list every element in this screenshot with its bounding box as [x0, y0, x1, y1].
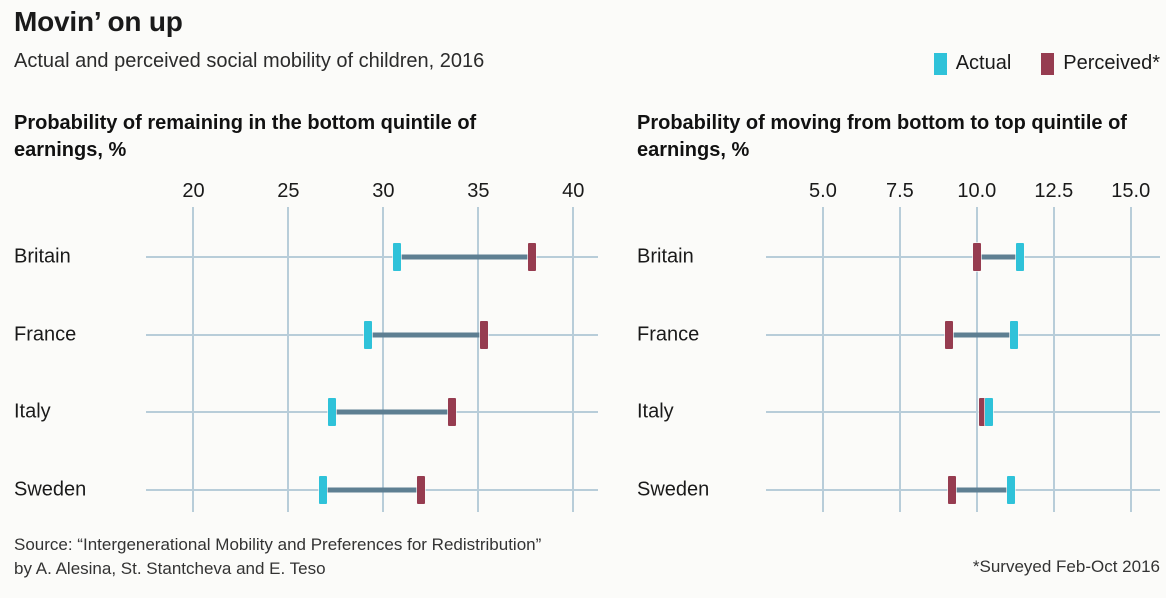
axis-tick-label: 20 — [182, 180, 205, 202]
dumbbell-chart-right: Britain France Italy Sweden 5.0 7.5 10.0 12.5 1… — [637, 180, 1160, 512]
gridline-vertical — [192, 222, 195, 512]
source-note: Source: “Intergenerational Mobility and … — [14, 533, 541, 581]
legend-item-perceived: Perceived* — [1041, 52, 1160, 75]
perceived-marker-sweden — [948, 475, 957, 504]
connector-line — [368, 332, 485, 337]
gridline-vertical — [287, 222, 290, 512]
row-label-france: France — [14, 323, 77, 345]
perceived-marker-italy — [979, 398, 987, 426]
survey-footnote: *Surveyed Feb-Oct 2016 — [972, 557, 1160, 576]
gridline-vertical — [821, 222, 824, 512]
source-line-1: Source: “Intergenerational Mobility and … — [14, 535, 542, 554]
axis-tick-label: 12.5 — [1034, 180, 1074, 202]
plot-area: 5.0 7.5 10.0 12.5 15.0 — [766, 180, 1160, 512]
dumbbell-chart-left: Britain France Italy Sweden 20 25 30 35 40 — [14, 180, 598, 512]
legend-label: Perceived* — [1063, 52, 1160, 74]
gridline-vertical — [1052, 222, 1055, 512]
perceived-marker-italy — [447, 398, 456, 426]
axis-tick-mark — [1052, 207, 1055, 222]
gridline-row — [766, 411, 1160, 413]
axis-tick-mark — [382, 207, 385, 222]
axis-tick-mark — [1129, 207, 1132, 222]
axis-tick-mark — [898, 207, 901, 222]
axis-tick-label: 7.5 — [885, 180, 914, 202]
row-label-france: France — [637, 323, 700, 345]
actual-marker-italy — [985, 398, 994, 426]
actual-marker-france — [1009, 320, 1018, 349]
row-label-italy: Italy — [14, 400, 51, 423]
gridline-vertical — [1129, 222, 1132, 512]
connector-line — [322, 487, 422, 492]
axis-tick-label: 10.0 — [957, 180, 997, 202]
actual-marker-france — [364, 320, 373, 349]
axis-tick-label: 30 — [372, 180, 395, 202]
axis-tick-mark — [572, 207, 575, 222]
gridline-vertical — [572, 222, 575, 512]
perceived-marker-france — [945, 320, 954, 349]
axis-tick-mark — [287, 207, 290, 222]
axis-tick-label: 15.0 — [1111, 180, 1151, 202]
actual-swatch-icon — [933, 52, 947, 75]
connector-line — [976, 254, 1020, 260]
perceived-marker-france — [480, 320, 489, 349]
connector-line — [396, 254, 532, 260]
axis-tick-label: 40 — [562, 180, 585, 202]
actual-marker-sweden — [1006, 475, 1015, 504]
perceived-marker-britain — [527, 243, 536, 271]
legend: Actual Perceived* — [933, 52, 1160, 75]
gridline-vertical — [975, 222, 978, 512]
gridline-vertical — [382, 222, 385, 512]
panel-title-left: Probability of remaining in the bottom q… — [14, 112, 477, 161]
axis-tick-label: 35 — [467, 180, 490, 202]
axis-tick-mark — [192, 207, 195, 222]
gridline-vertical — [477, 222, 480, 512]
axis-tick-mark — [477, 207, 480, 222]
actual-marker-britain — [392, 243, 401, 271]
row-label-italy: Italy — [637, 400, 674, 423]
gridline-vertical — [898, 222, 901, 512]
legend-item-actual: Actual — [933, 52, 1012, 75]
gridline-row — [766, 256, 1160, 258]
actual-marker-italy — [328, 398, 337, 426]
source-line-2: by A. Alesina, St. Stantcheva and E. Tes… — [14, 559, 326, 578]
legend-label: Actual — [955, 52, 1012, 74]
axis-tick-label: 25 — [277, 180, 300, 202]
actual-marker-sweden — [318, 475, 327, 504]
gridline-row — [146, 256, 598, 258]
row-label-britain: Britain — [637, 245, 694, 268]
connector-line — [952, 487, 1011, 492]
plot-area: 20 25 30 35 40 — [146, 180, 598, 512]
row-label-britain: Britain — [14, 245, 71, 268]
axis-tick-label: 5.0 — [809, 180, 837, 202]
axis-tick-mark — [821, 207, 824, 222]
axis-tick-mark — [975, 207, 978, 222]
row-label-sweden: Sweden — [14, 478, 87, 500]
row-label-sweden: Sweden — [637, 478, 710, 500]
connector-line — [949, 332, 1014, 337]
page-subtitle: Actual and perceived social mobility of … — [14, 50, 485, 72]
panel-title-right: Probability of moving from bottom to top… — [637, 112, 1127, 161]
actual-marker-britain — [1015, 243, 1024, 271]
connector-line — [332, 409, 452, 415]
perceived-swatch-icon — [1041, 52, 1055, 75]
perceived-marker-britain — [972, 243, 981, 271]
page-title: Movin’ on up — [14, 6, 183, 37]
perceived-marker-sweden — [417, 475, 426, 504]
